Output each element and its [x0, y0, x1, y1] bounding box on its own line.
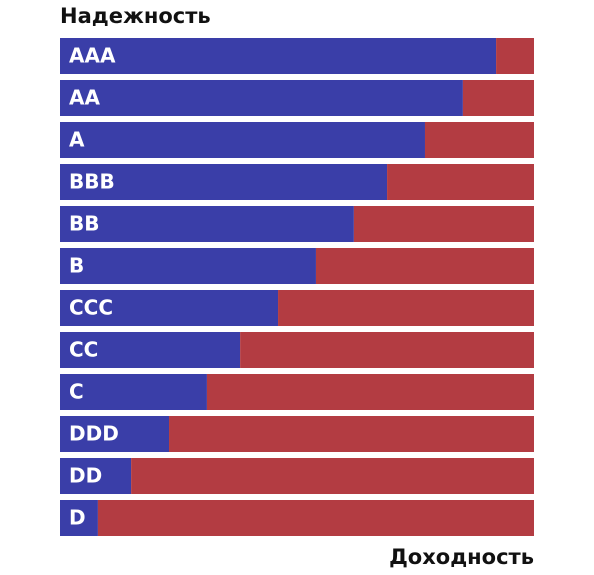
- bar-segment: [60, 122, 425, 158]
- bar-segment: [60, 80, 463, 116]
- bar-segment: [206, 374, 534, 410]
- series-title: Надежность: [60, 4, 211, 28]
- bar-segment: [315, 248, 534, 284]
- category-label: AA: [69, 86, 100, 110]
- bar-segment: [60, 374, 207, 410]
- bar-segment: [278, 290, 534, 326]
- bar-segment: [462, 80, 534, 116]
- bar-segment: [60, 458, 132, 494]
- bar-segment: [60, 164, 388, 200]
- bar-segment: [60, 290, 279, 326]
- category-label: B: [69, 254, 84, 278]
- category-label: D: [69, 506, 86, 530]
- bar-segment: [496, 38, 534, 74]
- bar-segment: [60, 248, 316, 284]
- bar-segment: [240, 332, 534, 368]
- bar-segment: [97, 500, 535, 536]
- bar-segment: [60, 416, 170, 452]
- category-label: A: [69, 128, 85, 152]
- category-label: CCC: [69, 296, 113, 320]
- bar-segment: [131, 458, 534, 494]
- bar-segment: [60, 38, 497, 74]
- bar-segment: [169, 416, 534, 452]
- category-label: DD: [69, 464, 102, 488]
- category-label: DDD: [69, 422, 119, 446]
- category-label: CC: [69, 338, 98, 362]
- bar-segment: [387, 164, 534, 200]
- category-label: BB: [69, 212, 100, 236]
- category-label: C: [69, 380, 84, 404]
- category-label: AAA: [69, 44, 116, 68]
- bar-segment: [424, 122, 534, 158]
- bar-segment: [60, 500, 98, 536]
- category-label: BBB: [69, 170, 115, 194]
- series-title: Доходность: [389, 545, 534, 569]
- bar-segment: [60, 206, 354, 242]
- bar-segment: [353, 206, 534, 242]
- bar-segment: [60, 332, 241, 368]
